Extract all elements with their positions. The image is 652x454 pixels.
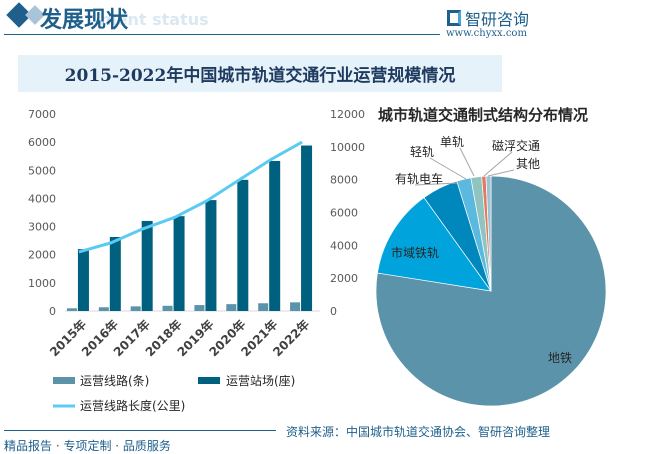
pie-label: 磁浮交通 (492, 138, 540, 153)
y-tick-label: 1000 (28, 277, 56, 290)
bar-lines (290, 302, 301, 311)
y2-tick-label: 10000 (330, 141, 365, 154)
legend-label: 运营线路(条) (80, 373, 149, 388)
leader-line (414, 182, 459, 186)
legend-swatch-stations (198, 377, 220, 384)
pie-label: 有轨电车 (395, 171, 443, 186)
bar-stations (301, 145, 313, 311)
bar-stations (141, 220, 153, 311)
y-tick-label: 3000 (28, 221, 56, 234)
pie-label: 地铁 (548, 351, 572, 365)
footer-slogan: 精品报告 · 专项定制 · 品质服务 (4, 439, 171, 453)
logo-text: 智研咨询 (465, 10, 530, 29)
y-tick-label: 0 (49, 305, 56, 318)
bar-lines (98, 307, 109, 311)
bar-lines (258, 303, 269, 311)
leader-line (483, 151, 513, 177)
y-tick-label: 7000 (28, 108, 56, 121)
bar-stations (237, 179, 249, 311)
bar-stations (109, 236, 121, 311)
bar-stations (269, 160, 281, 311)
y2-tick-label: 12000 (330, 108, 365, 121)
pie-label: 其他 (516, 157, 540, 171)
bar-lines (162, 305, 173, 311)
y-tick-label: 4000 (28, 192, 56, 205)
pie-slice (377, 197, 492, 292)
leader-line (459, 147, 475, 177)
leader-line (429, 157, 467, 180)
bar-stations (77, 249, 89, 311)
bar-lines (130, 306, 141, 311)
bar-lines (194, 305, 205, 311)
divider (4, 430, 276, 431)
y2-tick-label: 2000 (330, 272, 358, 285)
pie-slice (375, 175, 607, 407)
y-tick-label: 6000 (28, 136, 56, 149)
leader-line (487, 169, 515, 177)
legend-swatch-lines (53, 377, 75, 384)
line-length (78, 140, 303, 254)
pie-title: 城市轨道交通制式结构分布情况 (378, 106, 588, 124)
bar-stations (173, 216, 185, 311)
divider (4, 34, 440, 35)
y2-tick-label: 4000 (330, 239, 358, 252)
y-tick-label: 5000 (28, 164, 56, 177)
bar-lines (226, 304, 237, 311)
site-url: www.chyxx.com (446, 28, 527, 39)
y2-tick-label: 8000 (330, 174, 358, 187)
source-note: 资料来源：中国城市轨道交通协会、智研咨询整理 (286, 425, 551, 439)
y2-tick-label: 0 (330, 305, 337, 318)
pie-label: 市域铁轨 (391, 245, 439, 260)
legend-label: 运营站场(座) (226, 373, 295, 388)
logo: 智研咨询 (447, 6, 529, 30)
y2-tick-label: 6000 (330, 207, 358, 220)
header-title: 发展现状 (40, 8, 129, 33)
chart-title-banner: 2015-2022年中国城市轨道交通行业运营规模情况 (18, 55, 502, 92)
pie-label: 单轨 (440, 135, 464, 149)
y-tick-label: 2000 (28, 249, 56, 262)
legend-label: 运营线路长度(公里) (80, 398, 185, 413)
bar-stations (205, 200, 217, 311)
bar-lines (66, 308, 77, 311)
logo-icon (447, 10, 461, 26)
pie-label: 轻轨 (410, 145, 434, 159)
